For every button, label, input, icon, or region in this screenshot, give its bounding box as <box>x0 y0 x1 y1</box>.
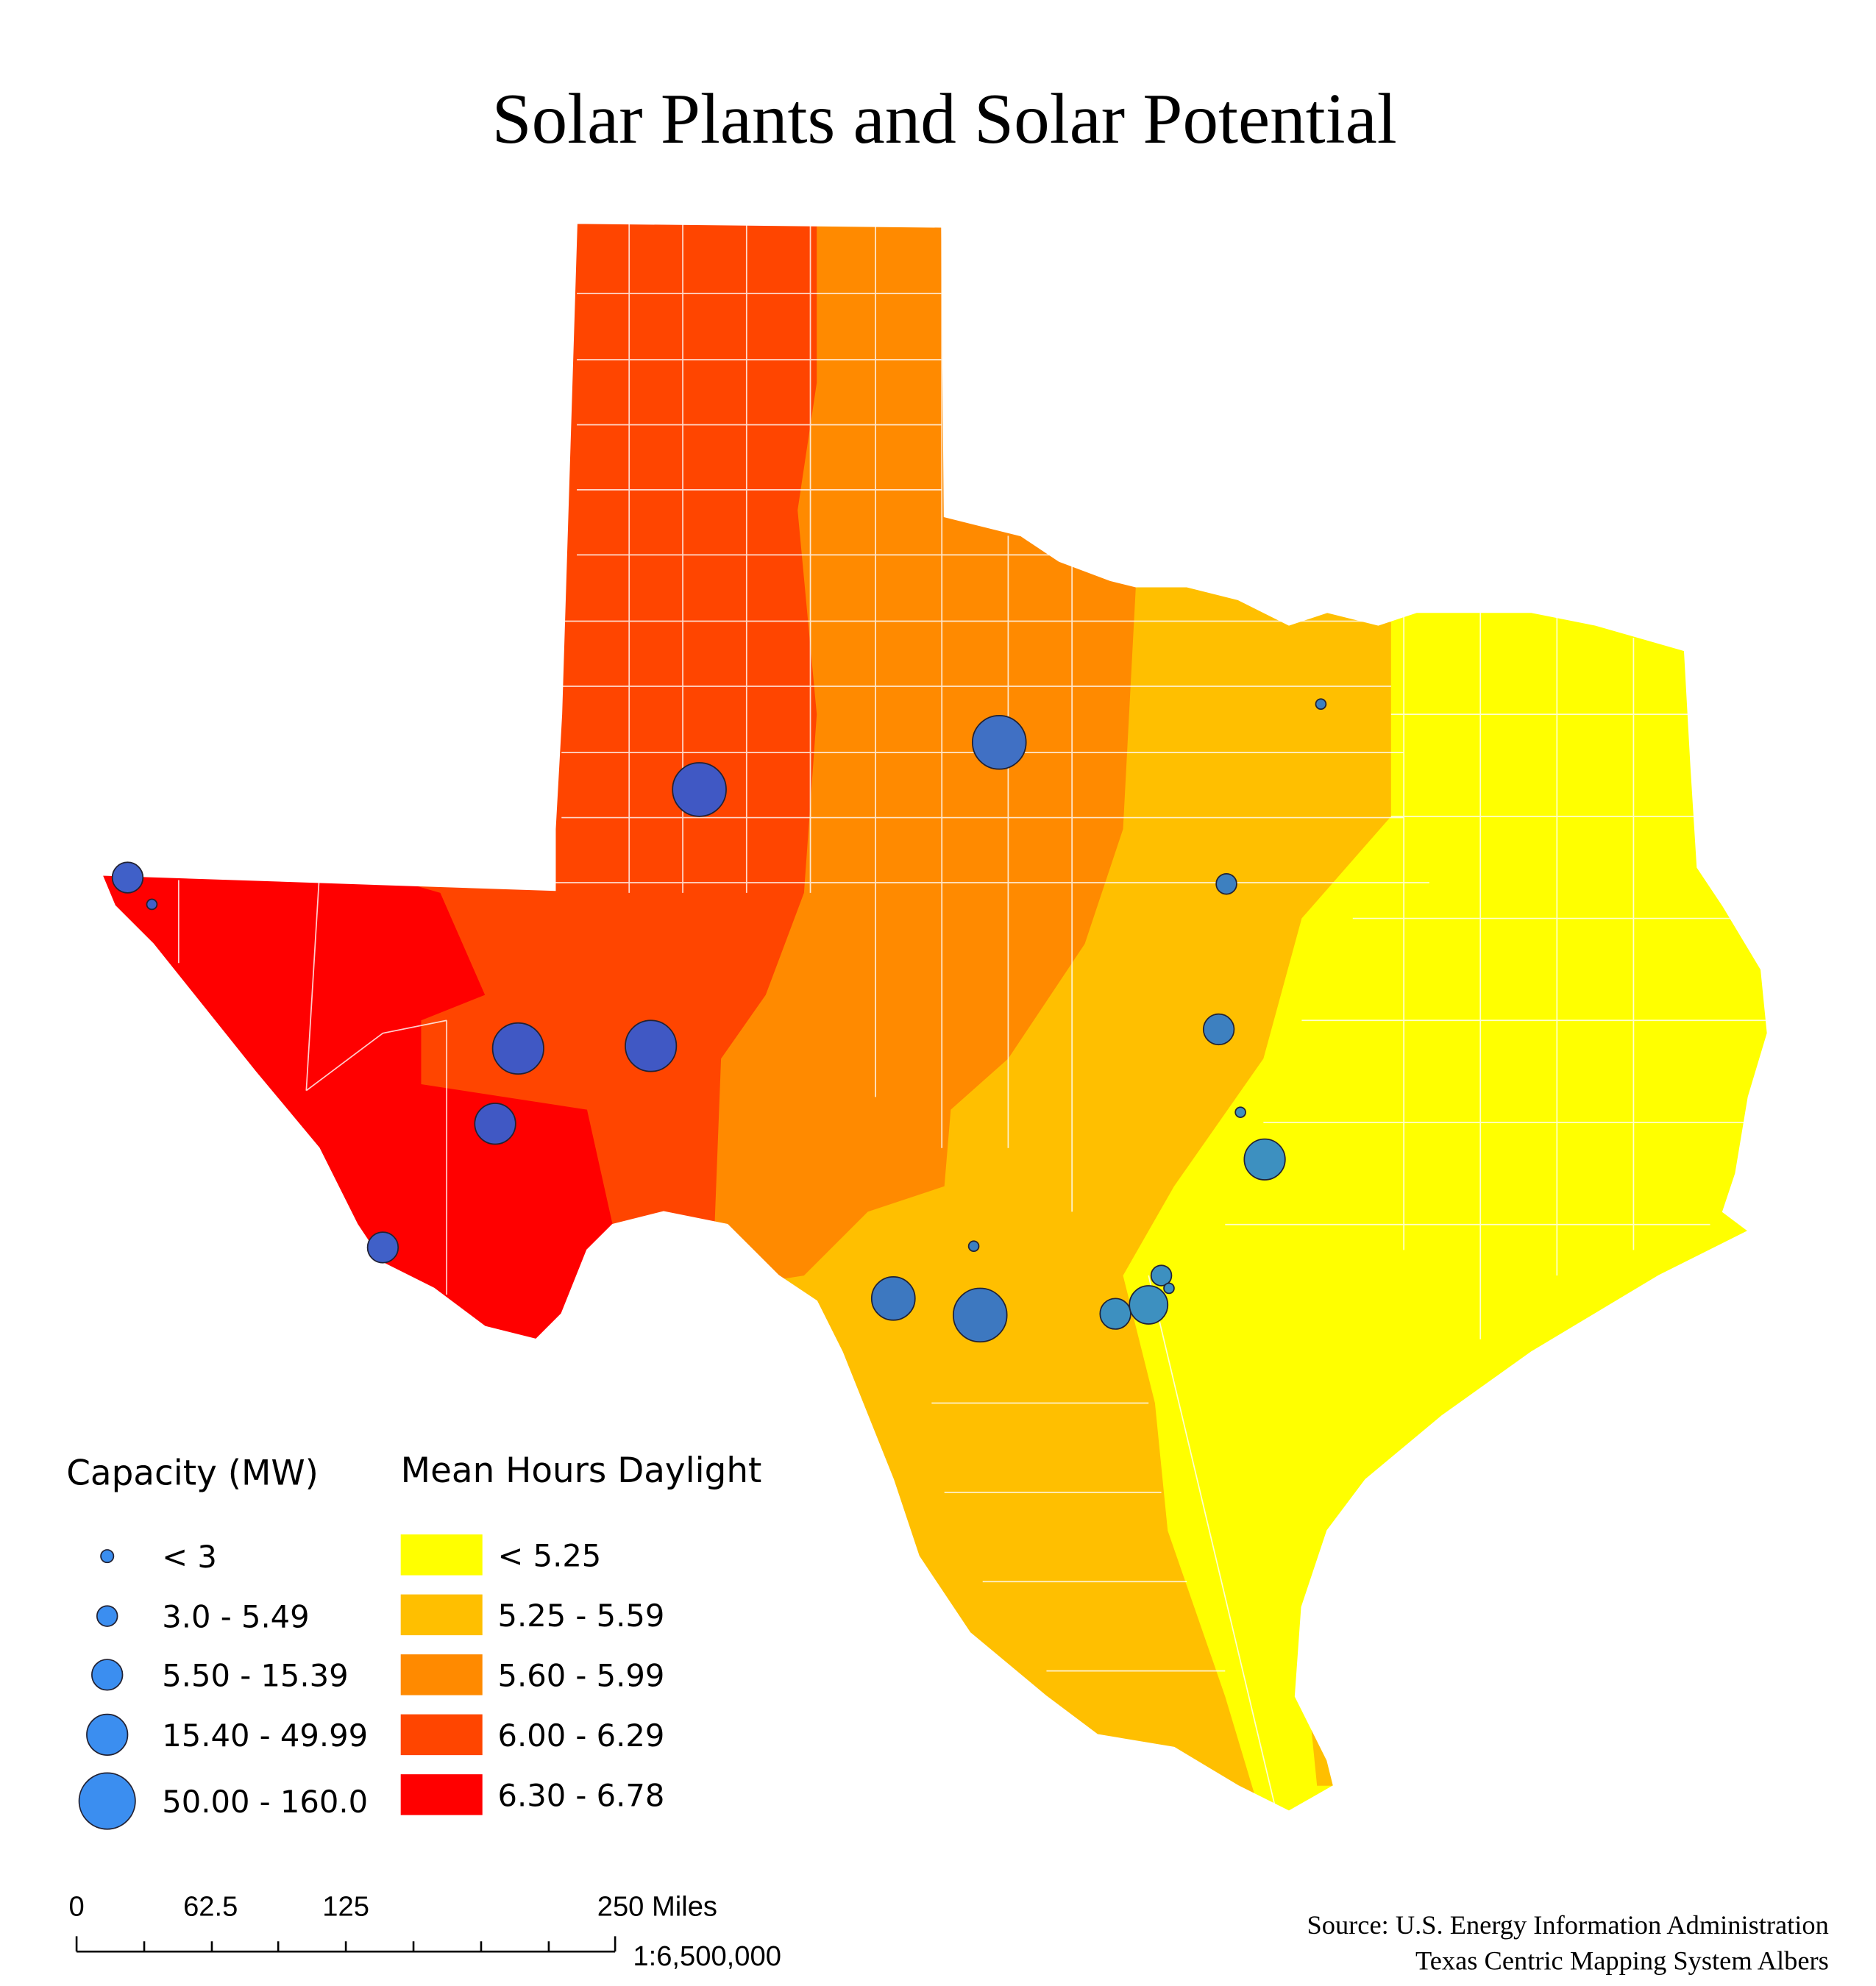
plant <box>1163 1282 1175 1295</box>
legend-label: 50.00 - 160.0 <box>162 1784 368 1820</box>
map-title: Solar Plants and Solar Potential <box>492 79 1397 159</box>
plant <box>1129 1285 1169 1325</box>
plant <box>1215 872 1237 895</box>
legend-swatch <box>400 1534 483 1576</box>
plant <box>111 861 144 894</box>
legend-label: < 3 <box>162 1539 217 1575</box>
legend-label: 5.50 - 15.39 <box>162 1657 348 1693</box>
scale-bar <box>75 1936 617 1953</box>
plant <box>474 1103 516 1145</box>
plant <box>1315 698 1327 711</box>
scale-label: 250 Miles <box>597 1891 717 1923</box>
plant <box>952 1287 1008 1343</box>
legend-symbol <box>78 1772 136 1830</box>
legend-label: 6.00 - 6.29 <box>498 1718 665 1754</box>
legend-symbol <box>86 1713 129 1756</box>
scale-label: 0 <box>68 1891 84 1923</box>
plant <box>491 1022 544 1075</box>
legend-title: Mean Hours Daylight <box>401 1451 762 1491</box>
plant <box>366 1231 399 1264</box>
plant <box>672 762 727 817</box>
legend-swatch <box>400 1714 483 1756</box>
county-lines <box>177 223 1768 1812</box>
source-text: Texas Centric Mapping System Albers <box>1415 1946 1829 1975</box>
legend-label: 5.60 - 5.99 <box>498 1657 665 1693</box>
scale-label: 62.5 <box>183 1891 238 1923</box>
legend-label: 6.30 - 6.78 <box>498 1777 665 1813</box>
solar-plants <box>111 698 1327 1343</box>
plant <box>1243 1138 1286 1181</box>
plant <box>870 1275 916 1321</box>
legend-label: 15.40 - 49.99 <box>162 1718 368 1754</box>
legend: Capacity (MW) Mean Hours Daylight < 3 3.0… <box>66 1451 762 1830</box>
legend-swatch <box>400 1594 483 1636</box>
legend-symbol <box>91 1659 124 1691</box>
plant <box>1150 1264 1173 1286</box>
plant <box>1202 1013 1235 1046</box>
plant <box>1099 1298 1131 1330</box>
legend-label: 3.0 - 5.49 <box>162 1599 309 1635</box>
plant <box>1234 1106 1246 1118</box>
plant <box>971 714 1027 770</box>
legend-label: < 5.25 <box>498 1537 602 1573</box>
legend-swatch <box>400 1774 483 1815</box>
legend-symbol <box>96 1605 118 1627</box>
plant <box>146 898 158 911</box>
legend-title: Capacity (MW) <box>66 1454 319 1494</box>
legend-label: 5.25 - 5.59 <box>498 1598 665 1634</box>
scale-ratio: 1:6,500,000 <box>633 1940 781 1972</box>
source-text: Source: U.S. Energy Information Administ… <box>1307 1910 1829 1940</box>
scale-label: 125 <box>322 1891 369 1923</box>
legend-symbol <box>100 1549 115 1564</box>
legend-swatch <box>400 1654 483 1695</box>
plant <box>967 1240 980 1253</box>
plant <box>625 1019 678 1072</box>
